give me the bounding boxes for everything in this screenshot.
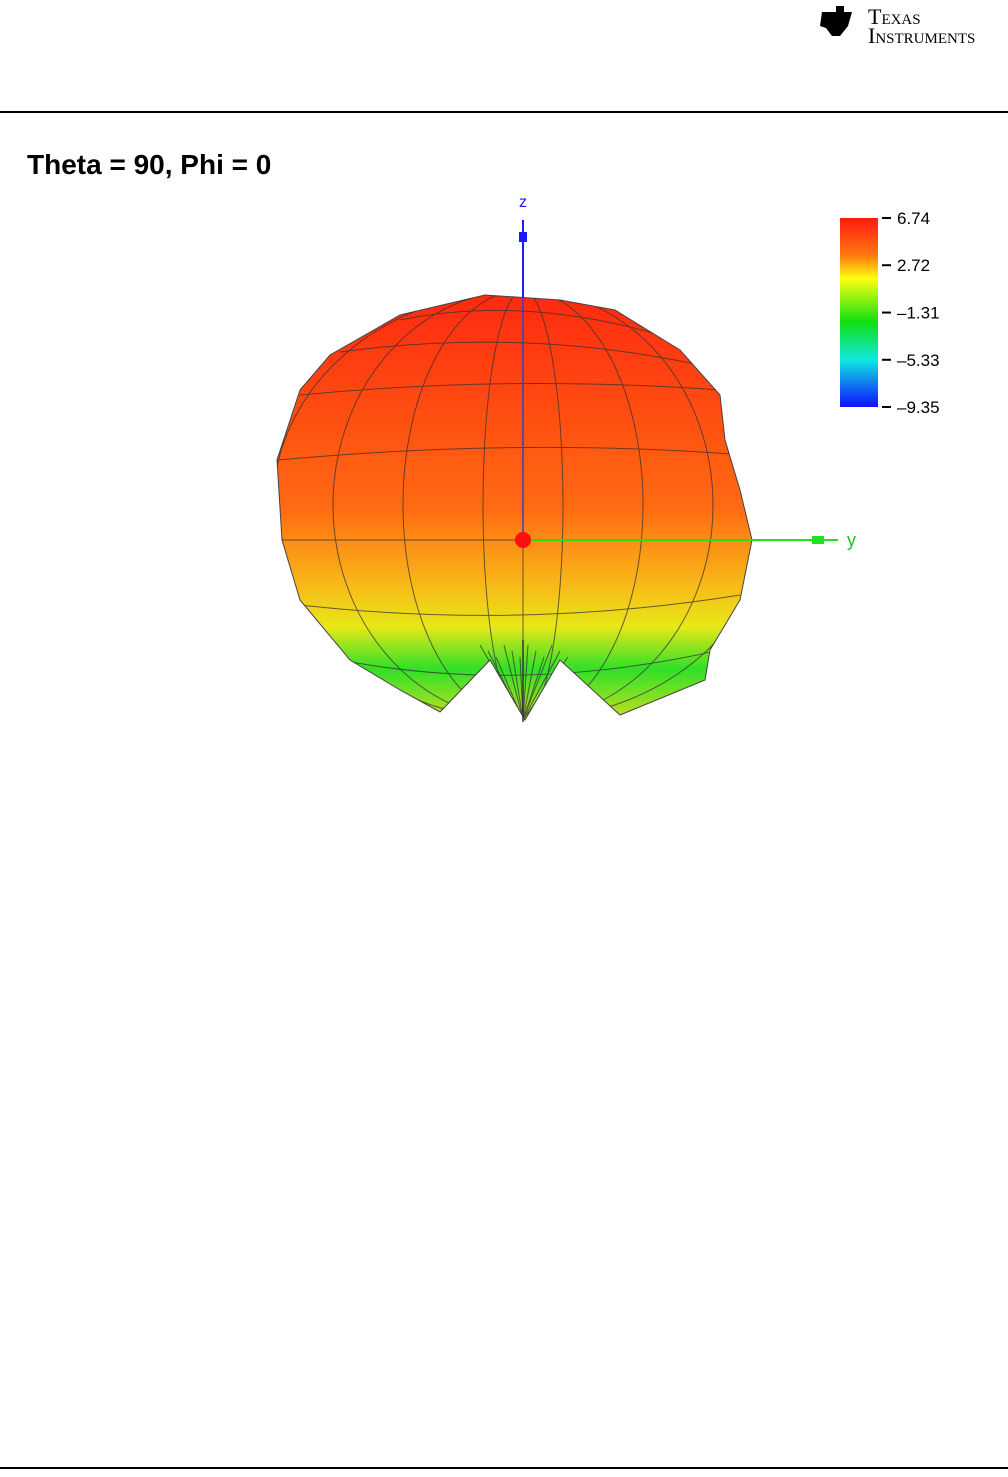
mesh-spike: [522, 656, 545, 720]
mesh-spike: [522, 650, 561, 720]
logo-line2: Instruments: [868, 23, 975, 48]
colorbar-tick-label: 6.74: [897, 209, 930, 228]
y-axis-label: y: [847, 530, 856, 550]
mesh-parallel: [399, 309, 661, 336]
mesh-parallel: [277, 446, 746, 461]
z-axis-label: z: [519, 194, 527, 211]
colorbar-tick-label: –9.35: [897, 398, 940, 417]
mesh-spike: [522, 650, 537, 720]
colorbar-tick-label: –1.31: [897, 304, 940, 323]
z-axis-head: [519, 232, 527, 242]
mesh-spike: [511, 650, 524, 720]
figure-title: Theta = 90, Phi = 0: [27, 149, 271, 180]
mesh-spike: [522, 644, 553, 720]
pattern-surface: [276, 294, 753, 721]
ti-logo: Texas Instruments: [820, 4, 975, 48]
origin-marker: [515, 532, 531, 548]
colorbar-ticks: 6.74 2.72 –1.31 –5.33 –9.35: [882, 209, 940, 417]
logo-mark: [820, 6, 852, 36]
logo-line1: Texas: [868, 4, 921, 29]
y-axis-head: [812, 536, 824, 544]
colorbar-tick-label: 2.72: [897, 256, 930, 275]
mesh-parallel: [299, 594, 741, 616]
colorbar: [840, 218, 878, 407]
colorbar-tick-label: –5.33: [897, 351, 940, 370]
mesh-meridian: [482, 295, 564, 720]
mesh-parallel: [339, 341, 701, 366]
mesh-spike: [522, 644, 529, 720]
mesh-meridian: [332, 295, 714, 720]
mesh-meridian: [402, 295, 644, 720]
mesh-spike: [503, 644, 524, 720]
